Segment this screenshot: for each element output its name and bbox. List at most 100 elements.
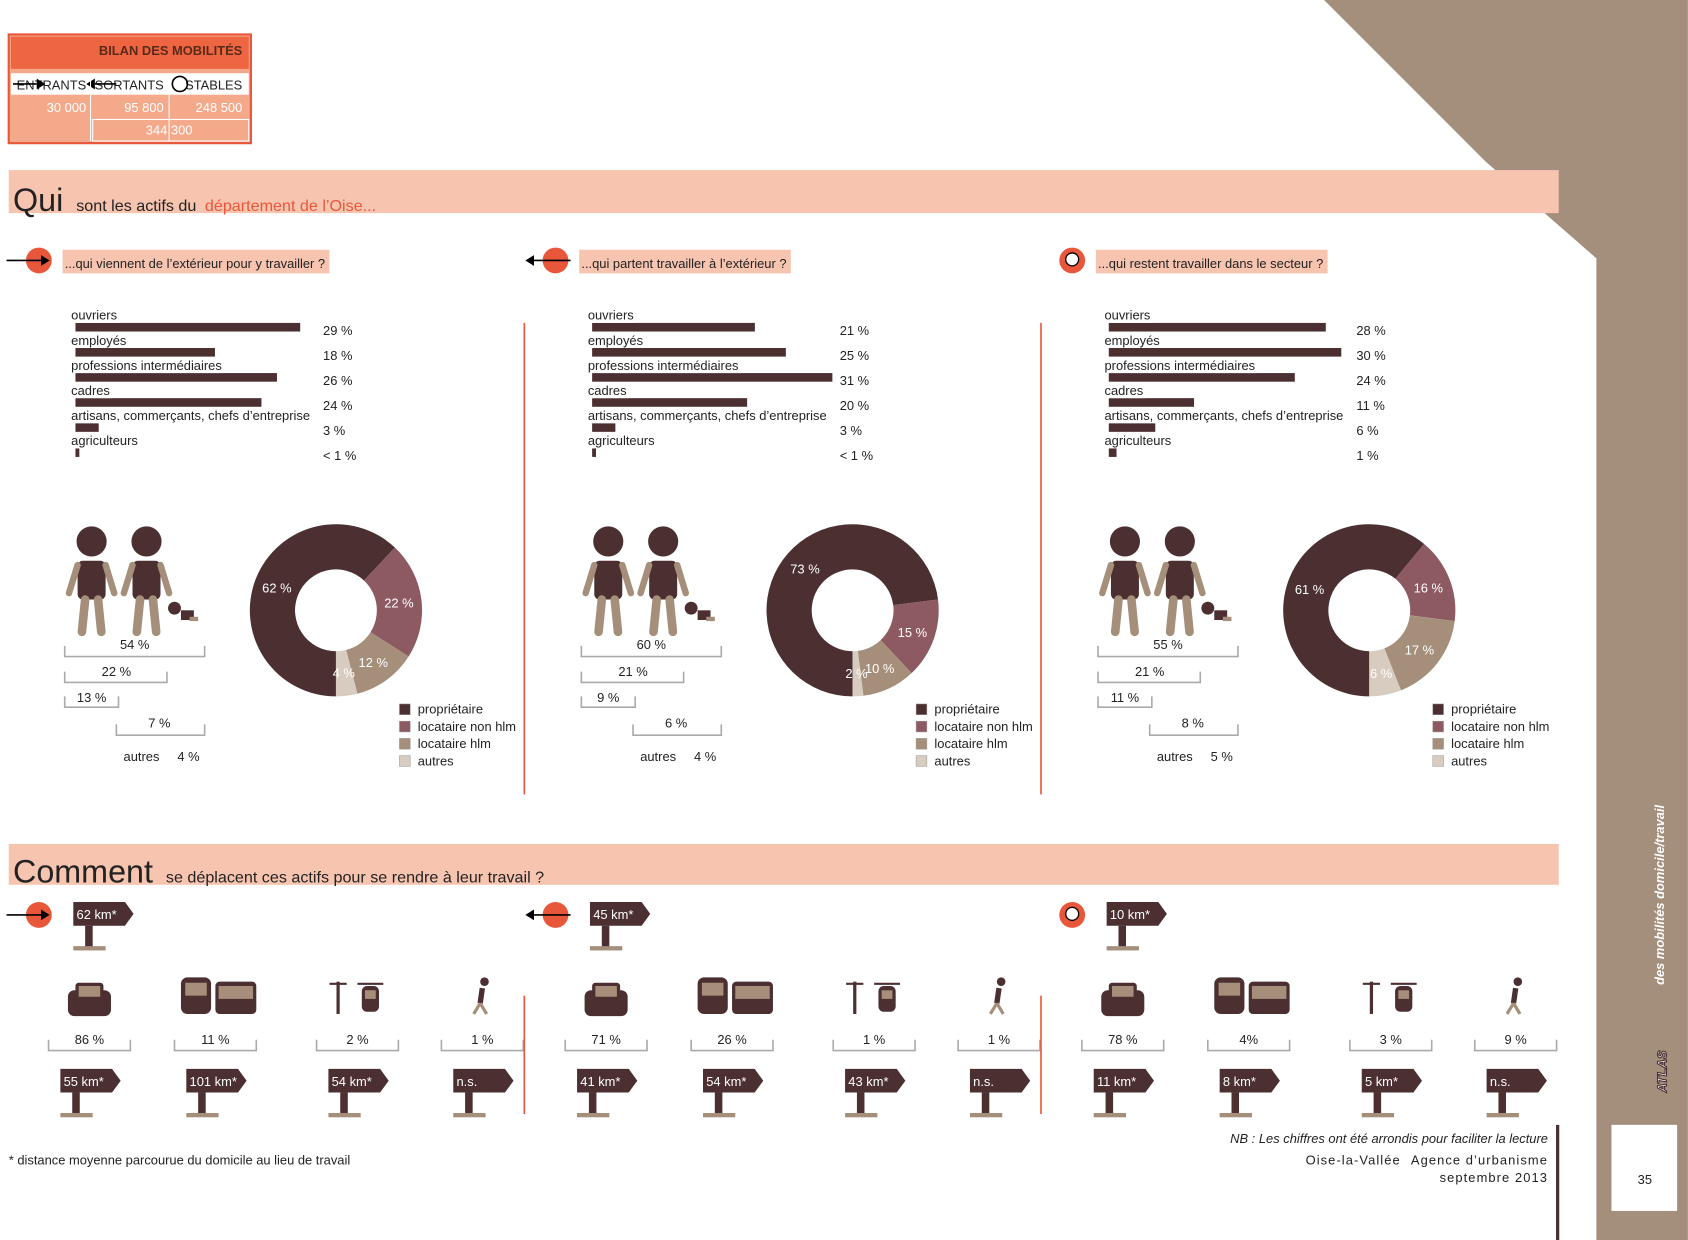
sign-base [1486,1112,1519,1118]
bracket [580,645,723,658]
person-arm [157,561,173,597]
person-leg [1165,595,1178,637]
category-label: professions intermédiaires [71,358,222,373]
mode-share: 1 % [471,1032,494,1047]
arrow-head [41,909,50,921]
child-head [684,601,698,615]
bracket [580,696,636,708]
mode-distance: 8 km* [1223,1074,1256,1089]
bus-window [218,985,254,999]
bar [75,398,262,407]
sign-base [328,1112,361,1118]
person-head [648,526,679,557]
value-label: 3 % [840,423,863,438]
bar [1108,448,1117,457]
bar [1108,398,1195,407]
bar [592,322,755,332]
bracket [1473,1039,1558,1052]
legend-swatch [399,720,411,733]
category-label: cadres [1104,383,1143,398]
sign-post [714,1092,723,1115]
sign-board [589,902,651,926]
mode-distance: 41 km* [580,1074,620,1089]
question: ...qui partent travailler à l’extérieur … [581,256,786,271]
person-torso [1165,560,1194,600]
sign-base [845,1112,878,1118]
bilan-value: 248 500 [196,100,243,115]
mode-distance: 11 km* [1097,1074,1136,1089]
value-label: 30 % [1356,348,1386,363]
walker-leg [472,1002,482,1015]
bilan-value: 95 800 [124,100,163,115]
sign-board [969,1068,1031,1093]
household-share: 60 % [637,637,667,652]
sign-post [465,1092,473,1115]
mode-share: 26 % [717,1032,747,1047]
legend-label: locataire non hlm [934,719,1032,734]
car-glass [1112,985,1134,997]
sign-post [198,1092,206,1115]
sign-board [453,1068,514,1093]
value-label: 11 % [1356,398,1385,413]
sign-base [1093,1112,1127,1118]
mode-distance: 54 km* [332,1074,372,1089]
sign-board [73,902,134,926]
legend-label: propriétaire [934,702,999,717]
label-bg [69,359,224,374]
bar [1108,347,1342,357]
sign-base [702,1112,736,1118]
person-arm [1135,561,1151,597]
label-bg [69,308,120,323]
walker-body [1510,987,1519,1004]
walker-leg [1512,1002,1522,1015]
person-arm [1190,561,1206,597]
legend-swatch [1432,720,1444,733]
category-label: ouvriers [588,308,634,323]
person-arm [1153,561,1170,597]
mode-share: 3 % [1380,1032,1403,1047]
person-head [131,526,162,557]
bilan-header [10,36,249,69]
mode-share: 86 % [75,1032,105,1047]
category-label: employés [1104,333,1159,348]
bar [592,423,616,432]
sign-base [1219,1112,1252,1118]
person-head [1109,526,1141,557]
value-label: 28 % [1356,323,1386,338]
legend-label: propriétaire [418,702,483,717]
donut-segment [1384,615,1455,691]
bilan-column: SORTANTS [95,77,164,92]
donut-label: 16 % [1414,580,1444,595]
bracket [957,1039,1041,1052]
mode-share: 4% [1239,1032,1258,1047]
donut-label: 73 % [790,562,820,577]
train-window [185,982,207,996]
person-leg [77,595,90,637]
person-arm [673,561,689,597]
donut-segment [1395,543,1456,622]
legend-label: autres [418,753,454,768]
donut-label: 6 % [1370,666,1393,681]
date: septembre 2013 [1440,1170,1548,1185]
sign-base [1106,946,1139,951]
arrow-head [41,255,50,266]
sign-board [328,1068,389,1093]
category-label: agriculteurs [71,433,138,448]
sign-base [60,1112,93,1118]
donut-label: 15 % [898,625,928,640]
label-bg [585,334,646,348]
person-leg [649,595,662,637]
category-label: agriculteurs [588,433,655,448]
bilan-label-row [10,73,249,95]
publisher: Oise-la-Vallée Agence d’urbanisme [1306,1153,1548,1168]
legend-label: propriétaire [1451,702,1516,717]
car-glass [595,985,617,997]
person-leg [148,595,161,637]
question-bg [1095,249,1328,274]
label-bg [585,384,629,399]
bilan-column: STABLES [185,77,243,92]
legend-swatch [915,703,928,715]
label-bg [69,334,129,348]
